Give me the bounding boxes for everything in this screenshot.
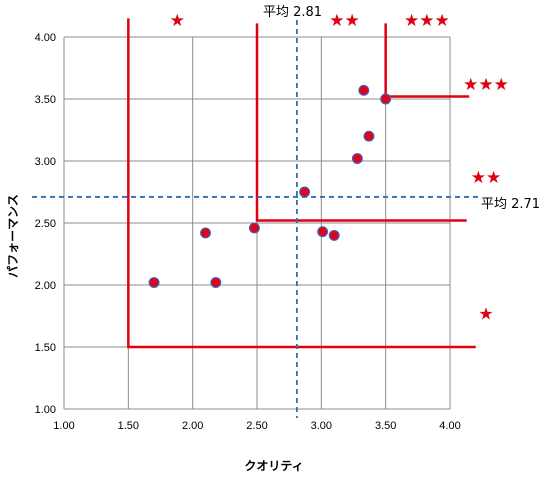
rating-star-label: ★ [478,305,493,325]
rating-stars: ★ ★★ ★★★★★★★★★ [170,11,509,325]
avg-x-label: 平均 2.81 [263,5,322,20]
y-tick-label: 3.50 [35,94,56,106]
y-tick-label: 1.00 [35,404,56,416]
tick-labels: 1.00 1.50 2.00 2.50 3.00 3.50 4.00 1.00 1.50 2.00… [35,32,461,432]
data-point [380,93,392,105]
tier-line [127,18,476,349]
average-lines [32,20,478,418]
y-tick-label: 2.50 [35,218,56,230]
x-tick-label: 2.50 [246,420,267,432]
data-point [248,222,260,234]
rating-star-label: ★★★ [463,75,509,95]
data-point [148,277,160,288]
tier-line [384,23,470,98]
data-point [210,277,222,288]
rating-star-label: ★★ [329,11,359,31]
x-tick-label: 1.50 [118,420,139,432]
data-point [328,229,340,241]
data-point [363,130,375,142]
tier-line [255,23,467,222]
data-point [317,226,329,238]
rating-star-label: ★★★ [404,11,450,31]
data-point [351,153,363,164]
y-tick-label: 1.50 [35,342,56,354]
data-point [200,227,211,239]
rating-star-label: ★ [170,11,185,31]
x-tick-label: 1.00 [53,420,74,432]
y-axis-label: パフォーマンス [6,194,20,278]
y-tick-label: 4.00 [35,32,56,44]
x-tick-label: 3.00 [311,420,332,432]
data-point [299,186,311,198]
x-tick-label: 3.50 [375,420,396,432]
rating-star-label: ★★ [471,168,501,188]
x-axis-label: クオリティ [244,459,303,473]
x-tick-label: 4.00 [439,420,460,432]
y-tick-label: 3.00 [35,156,56,168]
avg-y-label: 平均 2.71 [481,197,540,212]
data-points [148,84,392,288]
tier-lines [127,18,476,349]
data-point [358,84,370,96]
y-tick-label: 2.00 [35,280,56,292]
x-tick-label: 2.00 [182,420,203,432]
